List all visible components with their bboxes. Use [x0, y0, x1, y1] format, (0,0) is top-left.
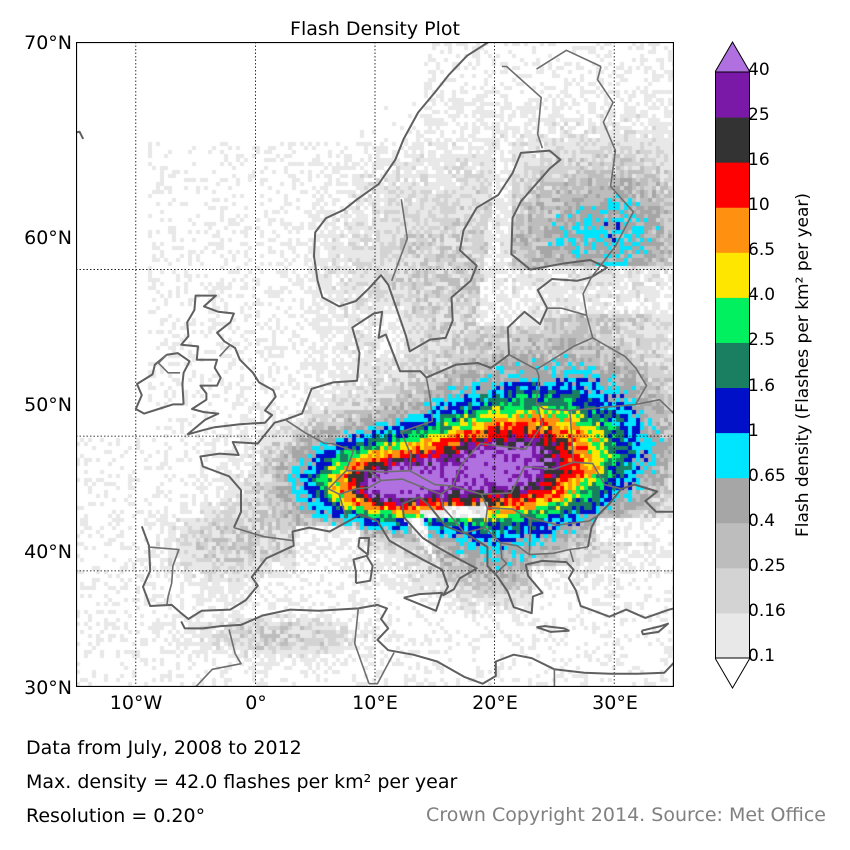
resolution-text: Resolution = 0.20° — [26, 805, 206, 827]
country-border — [390, 199, 409, 282]
country-border — [218, 344, 231, 357]
country-border — [494, 543, 508, 576]
coastline — [180, 294, 277, 436]
colorbar-tick-label: 16 — [748, 150, 770, 171]
country-border — [501, 65, 544, 149]
colorbar-tick-label: 0.16 — [748, 600, 786, 621]
colorbar-band — [715, 387, 750, 434]
colorbar-tick-label: 1 — [748, 420, 759, 441]
colorbar-tick-label: 0.25 — [748, 555, 786, 576]
colorbar-band — [715, 477, 750, 524]
coastline — [76, 130, 85, 140]
lat-label-50n: 50°N — [24, 394, 72, 416]
lon-label-10w: 10°W — [109, 692, 163, 714]
lon-label-0: 0° — [245, 692, 267, 714]
map-title: Flash Density Plot — [290, 18, 460, 40]
country-border — [368, 470, 420, 487]
colorbar — [715, 41, 750, 689]
colorbar-band — [715, 612, 750, 659]
colorbar-band — [715, 72, 750, 118]
country-border — [147, 546, 180, 606]
coastline — [403, 591, 443, 612]
data-range-text: Data from July, 2008 to 2012 — [26, 737, 302, 759]
country-border — [452, 461, 622, 495]
lat-label-60n: 60°N — [24, 227, 72, 249]
coastline — [140, 496, 674, 620]
country-border — [526, 516, 532, 555]
coastline — [586, 483, 674, 548]
colorbar-title: Flash density (Flashes per km² per year) — [793, 192, 813, 538]
country-border — [535, 402, 575, 463]
country-border — [484, 507, 589, 556]
colorbar-tick-label: 0.1 — [748, 646, 776, 666]
country-border — [369, 652, 395, 685]
country-border — [569, 337, 648, 412]
lon-label-30e: 30°E — [592, 692, 638, 714]
lat-label-70n: 70°N — [24, 32, 72, 54]
country-border — [536, 276, 594, 371]
lat-label-30n: 30°N — [24, 677, 72, 699]
max-density-text: Max. density = 42.0 flashes per km² per … — [26, 771, 458, 793]
colorbar-band — [715, 117, 750, 163]
country-border — [346, 377, 434, 473]
country-border — [157, 354, 181, 374]
country-border — [338, 479, 382, 495]
copyright-text: Crown Copyright 2014. Source: Met Office — [426, 804, 826, 826]
colorbar-tick-label: 0.65 — [748, 465, 786, 486]
country-border — [547, 307, 587, 317]
map-border — [76, 42, 674, 687]
country-border — [353, 608, 370, 684]
coastline — [180, 603, 674, 685]
colorbar-band — [715, 522, 750, 569]
colorbar-band — [715, 162, 750, 208]
coastline — [640, 622, 669, 636]
colorbar-tick-label: 0.4 — [748, 510, 776, 531]
colorbar-band — [715, 207, 750, 253]
country-border — [440, 494, 486, 534]
lat-label-40n: 40°N — [24, 541, 72, 563]
colorbar-tick-label: 40 — [748, 60, 770, 80]
country-border — [536, 49, 602, 70]
country-border — [419, 485, 454, 495]
coastline — [199, 42, 608, 529]
coastline — [352, 554, 374, 585]
colorbar-tick-label: 1.6 — [748, 375, 776, 396]
colorbar-extend-max — [715, 41, 750, 73]
country-border — [590, 66, 635, 278]
colorbar-tick-label: 25 — [748, 105, 770, 126]
colorbar-outline — [715, 71, 750, 659]
coastline — [357, 537, 370, 556]
colorbar-band — [715, 432, 750, 479]
colorbar-band — [715, 567, 750, 614]
colorbar-tick-label: 2.5 — [748, 330, 776, 351]
lon-label-10e: 10°E — [352, 692, 398, 714]
country-border — [635, 398, 674, 415]
colorbar-tick-label: 6.5 — [748, 240, 776, 261]
colorbar-band — [715, 342, 750, 389]
country-border — [569, 549, 575, 563]
coastline — [536, 625, 570, 633]
country-border — [284, 419, 355, 519]
country-border — [409, 353, 544, 487]
map-overlay — [76, 42, 674, 687]
colorbar-extend-min — [715, 657, 750, 689]
colorbar-band — [715, 297, 750, 343]
country-border — [233, 526, 293, 542]
flash-density-map — [76, 42, 674, 687]
coastline — [134, 352, 191, 415]
country-border — [195, 629, 242, 687]
colorbar-tick-label: 10 — [748, 195, 770, 216]
colorbar-band — [715, 252, 750, 298]
lon-label-20e: 20°E — [472, 692, 518, 714]
colorbar-tick-label: 4.0 — [748, 285, 776, 306]
country-border — [480, 493, 598, 526]
